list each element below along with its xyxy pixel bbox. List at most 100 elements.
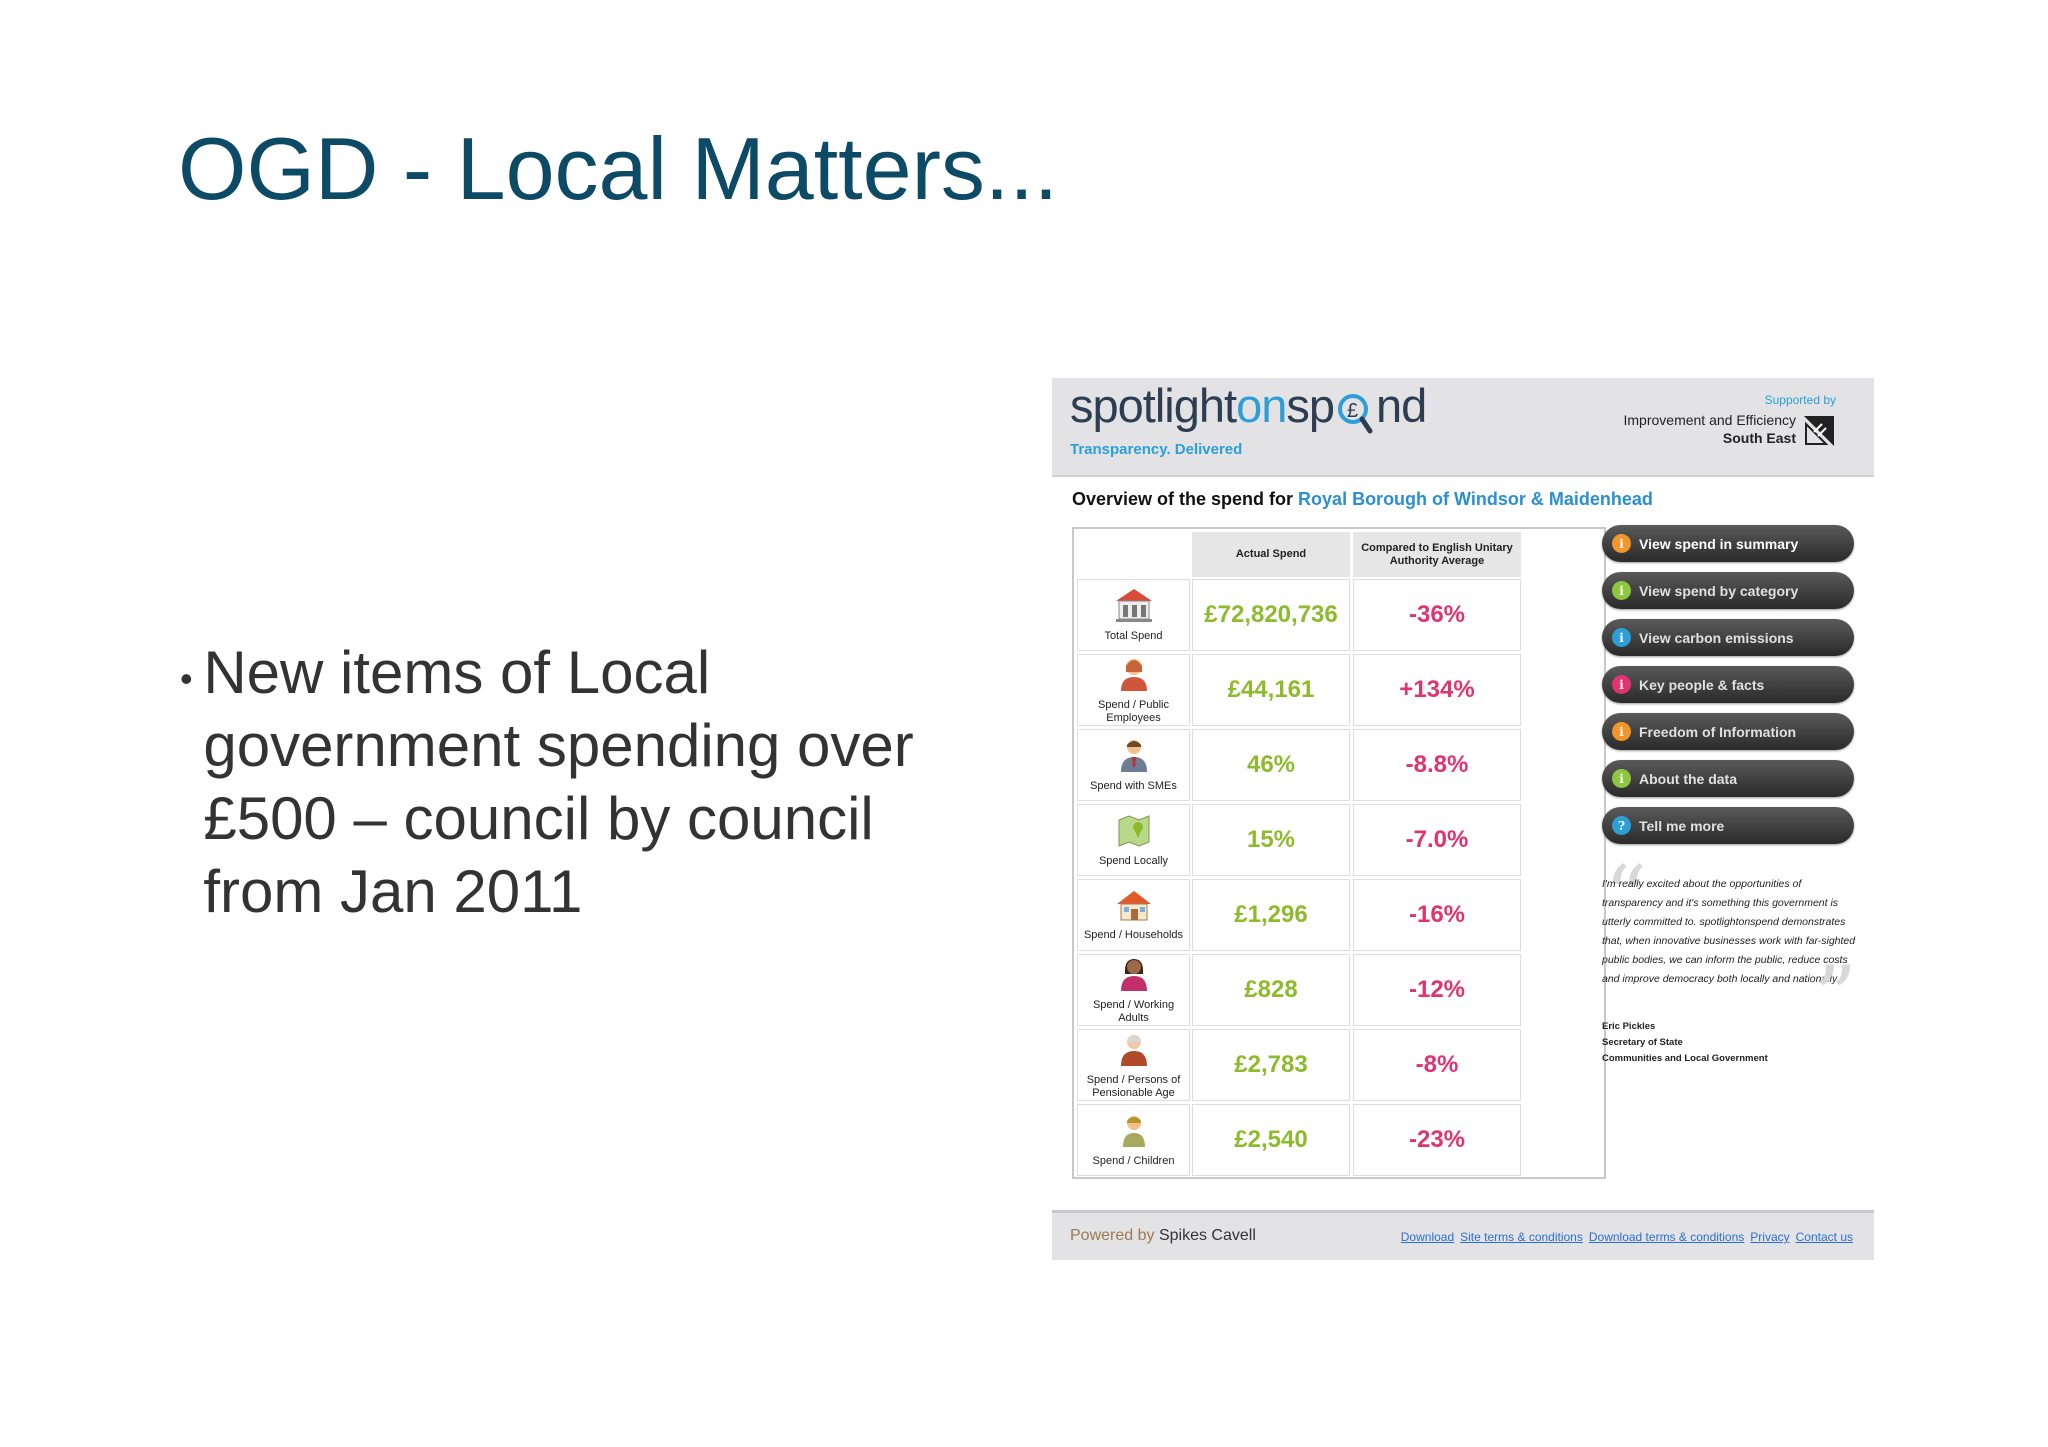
row-label: Spend / Households <box>1083 929 1184 941</box>
row-compared-average: +134% <box>1353 654 1521 726</box>
slide-title: OGD - Local Matters... <box>178 119 1059 218</box>
iese-logo-icon <box>1804 416 1834 446</box>
pensioner-icon <box>1116 1031 1152 1071</box>
site-header: spotlightonsp£​nd Transparency. Delivere… <box>1052 378 1874 477</box>
footer-link-privacy[interactable]: Privacy <box>1750 1230 1790 1244</box>
nav-button-about-the-data[interactable]: i About the data <box>1602 760 1854 797</box>
nav-button-view-spend-by-category[interactable]: i View spend by category <box>1602 572 1854 609</box>
info-icon: i <box>1612 722 1631 741</box>
svg-text:£: £ <box>1347 400 1358 422</box>
spotlightonspend-screenshot: spotlightonsp£​nd Transparency. Delivere… <box>1052 378 1874 1260</box>
quote-close-mark: ” <box>1814 948 1857 1046</box>
table-row: Spend / Public Employees £44,161 +134% <box>1074 654 1608 729</box>
nav-button-label: Key people & facts <box>1639 676 1765 693</box>
footer-link-download[interactable]: Download <box>1400 1230 1455 1244</box>
row-label-cell: Spend with SMEs <box>1077 729 1190 801</box>
nav-button-key-people-facts[interactable]: i Key people & facts <box>1602 666 1854 703</box>
quote-author-dept: Communities and Local Government <box>1602 1053 1768 1064</box>
powered-by-label: Powered by <box>1070 1227 1159 1244</box>
site-logo[interactable]: spotlightonsp£​nd <box>1070 378 1427 434</box>
quote-author: Eric Pickles Secretary of State Communit… <box>1602 1019 1857 1067</box>
overview-place[interactable]: Royal Borough of Windsor & Maidenhead <box>1298 489 1653 509</box>
row-actual-spend: £828 <box>1192 954 1350 1026</box>
row-label-cell: Total Spend <box>1077 579 1190 651</box>
powered-by: Powered by Spikes Cavell <box>1070 1227 1256 1245</box>
site-footer: Powered by Spikes Cavell Download Site te… <box>1052 1210 1874 1260</box>
row-label-cell: Spend / Households <box>1077 879 1190 951</box>
footer-link-site-terms-conditions[interactable]: Site terms & conditions <box>1460 1230 1583 1244</box>
local-map-icon <box>1116 812 1152 852</box>
table-row: Total Spend £72,820,736 -36% <box>1074 579 1608 654</box>
working-adult-icon <box>1116 956 1152 996</box>
row-label: Spend Locally <box>1098 855 1169 867</box>
logo-text-sp: sp <box>1286 379 1335 432</box>
logo-text-spotlight: spotlight <box>1070 379 1237 432</box>
table-row: Spend / Children £2,540 -23% <box>1074 1104 1608 1179</box>
info-icon: i <box>1612 628 1631 647</box>
col-header-compared: Compared to English Unitary Authority Av… <box>1353 532 1521 577</box>
row-label: Total Spend <box>1104 630 1163 642</box>
row-label-cell: Spend Locally <box>1077 804 1190 876</box>
row-actual-spend: £1,296 <box>1192 879 1350 951</box>
table-row: Spend Locally 15% -7.0% <box>1074 804 1608 879</box>
row-label: Spend / Persons of Pensionable Age <box>1086 1073 1181 1099</box>
nav-button-label: View spend in summary <box>1639 535 1799 552</box>
row-compared-average: -23% <box>1353 1104 1521 1176</box>
row-label: Spend / Children <box>1092 1155 1175 1167</box>
row-label-cell: Spend / Persons of Pensionable Age <box>1077 1029 1190 1101</box>
powered-by-company[interactable]: Spikes Cavell <box>1158 1227 1256 1244</box>
row-actual-spend: £44,161 <box>1192 654 1350 726</box>
row-actual-spend: £2,540 <box>1192 1104 1350 1176</box>
row-compared-average: -16% <box>1353 879 1521 951</box>
supported-by-label: Supported by <box>1764 393 1836 407</box>
footer-link-download-terms-conditions[interactable]: Download terms & conditions <box>1588 1230 1745 1244</box>
info-icon: i <box>1612 534 1631 553</box>
logo-text-nd: nd <box>1375 379 1427 432</box>
logo-text-on: on <box>1236 379 1287 432</box>
row-label-cell: Spend / Children <box>1077 1104 1190 1176</box>
row-actual-spend: 15% <box>1192 804 1350 876</box>
nav-button-view-carbon-emissions[interactable]: i View carbon emissions <box>1602 619 1854 656</box>
info-icon: i <box>1612 769 1631 788</box>
child-icon <box>1116 1112 1152 1152</box>
table-row: Spend with SMEs 46% -8.8% <box>1074 729 1608 804</box>
table-row: Spend / Persons of Pensionable Age £2,783… <box>1074 1029 1608 1104</box>
info-icon: i <box>1612 675 1631 694</box>
row-compared-average: -12% <box>1353 954 1521 1026</box>
col-header-actual: Actual Spend <box>1192 532 1350 577</box>
nav-button-tell-me-more[interactable]: ? Tell me more <box>1602 807 1854 844</box>
bullet-text: New items of Local government spending o… <box>203 639 914 925</box>
row-label-cell: Spend / Public Employees <box>1077 654 1190 726</box>
row-actual-spend: 46% <box>1192 729 1350 801</box>
quote-author-name: Eric Pickles <box>1602 1021 1656 1032</box>
magnifier-pound-icon: £​ <box>1334 378 1376 434</box>
overview-prefix: Overview of the spend for <box>1072 489 1299 509</box>
supporter-line-1: Improvement and Efficiency <box>1623 412 1797 428</box>
nav-button-label: Tell me more <box>1639 817 1725 834</box>
row-label-cell: Spend / Working Adults <box>1077 954 1190 1026</box>
nav-button-freedom-of-information[interactable]: i Freedom of Information <box>1602 713 1854 750</box>
row-compared-average: -8% <box>1353 1029 1521 1101</box>
footer-link-contact-us[interactable]: Contact us <box>1795 1230 1853 1244</box>
town-hall-icon <box>1114 587 1154 627</box>
help-icon: ? <box>1612 816 1631 835</box>
nav-button-view-spend-in-summary[interactable]: i View spend in summary <box>1602 525 1854 562</box>
supporter-name: Improvement and Efficiency South East <box>1624 411 1797 447</box>
row-label: Spend / Public Employees <box>1098 698 1169 724</box>
sme-businessman-icon <box>1116 737 1152 777</box>
info-icon: i <box>1612 581 1631 600</box>
nav-button-label: Freedom of Information <box>1639 723 1797 740</box>
bullet-marker: • <box>180 658 193 699</box>
row-compared-average: -36% <box>1353 579 1521 651</box>
quote-open-mark: “ <box>1604 848 1647 946</box>
overview-heading: Overview of the spend for Royal Borough … <box>1072 489 1653 510</box>
spend-table: Actual Spend Compared to English Unitary… <box>1072 527 1606 1179</box>
row-label: Spend / Working Adults <box>1092 998 1175 1024</box>
nav-button-label: About the data <box>1639 770 1737 787</box>
quote-text: I'm really excited about the opportuniti… <box>1602 878 1856 985</box>
bullet-point: • New items of Local government spending… <box>178 636 998 928</box>
footer-links: Download Site terms & conditions Download … <box>1401 1230 1853 1244</box>
table-row: Spend / Working Adults £828 -12% <box>1074 954 1608 1029</box>
row-actual-spend: £2,783 <box>1192 1029 1350 1101</box>
house-icon <box>1115 888 1153 926</box>
